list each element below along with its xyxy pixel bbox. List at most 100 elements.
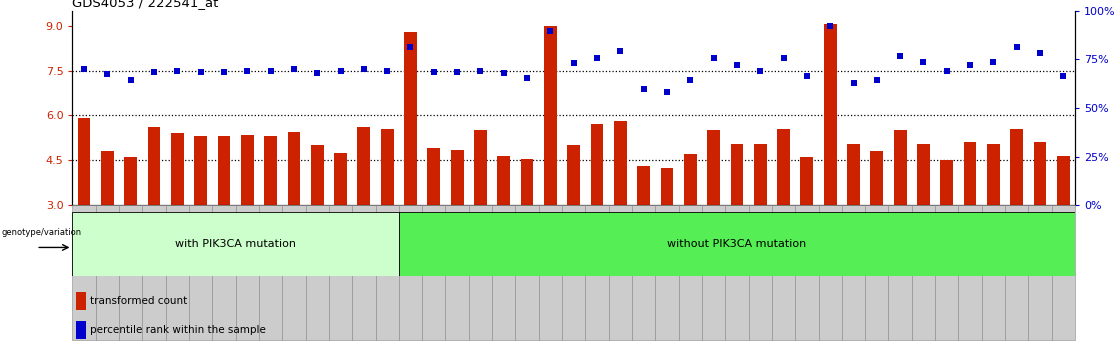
Point xyxy=(798,73,815,79)
Bar xyxy=(1034,142,1046,205)
Bar xyxy=(632,205,655,340)
Bar xyxy=(78,119,90,205)
Bar xyxy=(935,205,958,340)
Text: GSM547796: GSM547796 xyxy=(849,212,858,254)
Point xyxy=(518,75,536,81)
Point xyxy=(471,68,489,73)
Bar xyxy=(731,144,743,205)
Text: percentile rank within the sample: percentile rank within the sample xyxy=(90,325,266,335)
Point xyxy=(891,53,909,59)
Text: GSM547791: GSM547791 xyxy=(779,212,788,254)
Bar xyxy=(940,160,954,205)
Text: GSM547804: GSM547804 xyxy=(989,212,998,254)
Bar xyxy=(119,205,143,340)
Text: GSM547779: GSM547779 xyxy=(522,212,531,254)
Bar xyxy=(819,205,842,340)
Bar xyxy=(166,205,189,340)
Bar xyxy=(539,205,563,340)
Text: GSM547808: GSM547808 xyxy=(1036,212,1045,254)
Text: GSM547769: GSM547769 xyxy=(429,212,438,254)
Bar xyxy=(795,205,819,340)
Bar xyxy=(282,205,305,340)
Text: GSM547772: GSM547772 xyxy=(79,212,89,254)
Text: GSM547807: GSM547807 xyxy=(360,212,369,254)
Bar xyxy=(143,205,166,340)
Text: transformed count: transformed count xyxy=(90,296,187,306)
Point xyxy=(868,77,886,82)
Point xyxy=(541,28,559,34)
Point xyxy=(658,89,676,95)
Text: GSM547792: GSM547792 xyxy=(243,212,252,254)
Text: GSM547790: GSM547790 xyxy=(755,212,764,254)
Bar xyxy=(469,205,492,340)
Point xyxy=(821,23,839,28)
Bar xyxy=(516,205,539,340)
Bar xyxy=(889,205,911,340)
Text: GSM547810: GSM547810 xyxy=(1058,212,1068,254)
Bar xyxy=(241,135,254,205)
Text: GSM547768: GSM547768 xyxy=(405,212,416,254)
Text: GSM547788: GSM547788 xyxy=(710,212,719,254)
Text: GSM547800: GSM547800 xyxy=(313,212,322,254)
Bar xyxy=(707,130,720,205)
Bar xyxy=(544,25,557,205)
Text: GSM547794: GSM547794 xyxy=(266,212,275,254)
Text: GSM547789: GSM547789 xyxy=(732,212,742,254)
Bar xyxy=(358,127,370,205)
Text: GSM547783: GSM547783 xyxy=(219,212,228,254)
Bar xyxy=(72,212,399,276)
Point xyxy=(238,69,256,74)
Bar xyxy=(399,212,1075,276)
Bar xyxy=(981,205,1005,340)
Bar xyxy=(194,136,207,205)
Point xyxy=(705,55,723,61)
Bar xyxy=(778,129,790,205)
Bar xyxy=(1057,156,1069,205)
Text: GDS4053 / 222541_at: GDS4053 / 222541_at xyxy=(72,0,218,10)
Point xyxy=(495,70,512,76)
Text: GSM547805: GSM547805 xyxy=(1013,212,1022,254)
Text: GSM547781: GSM547781 xyxy=(569,212,578,254)
Text: with PIK3CA mutation: with PIK3CA mutation xyxy=(175,239,296,249)
Bar xyxy=(614,121,627,205)
Bar xyxy=(422,205,446,340)
Point xyxy=(682,77,700,82)
Point xyxy=(729,62,746,68)
Point xyxy=(75,66,92,72)
Bar xyxy=(911,205,935,340)
Text: GSM547778: GSM547778 xyxy=(196,212,205,254)
Text: GSM547801: GSM547801 xyxy=(919,212,928,254)
Bar xyxy=(170,133,184,205)
Bar xyxy=(334,153,346,205)
Bar xyxy=(1052,205,1075,340)
Text: GSM547780: GSM547780 xyxy=(546,212,555,254)
Bar xyxy=(236,205,258,340)
Point xyxy=(565,61,583,66)
Point xyxy=(612,48,629,53)
Point xyxy=(192,69,209,75)
Bar xyxy=(101,152,114,205)
Bar xyxy=(217,136,231,205)
Bar xyxy=(702,205,725,340)
Bar xyxy=(381,129,393,205)
Text: GSM547799: GSM547799 xyxy=(290,212,299,254)
Bar xyxy=(520,159,534,205)
Bar xyxy=(1028,205,1052,340)
Bar xyxy=(661,168,673,205)
Text: GSM547803: GSM547803 xyxy=(966,212,975,254)
Point xyxy=(961,62,979,68)
Bar xyxy=(608,205,632,340)
Bar xyxy=(754,144,766,205)
Bar xyxy=(475,130,487,205)
Bar xyxy=(847,144,860,205)
Text: GSM547798: GSM547798 xyxy=(896,212,905,254)
Point xyxy=(1008,44,1026,50)
Bar xyxy=(147,127,160,205)
Bar xyxy=(287,132,301,205)
Point xyxy=(938,68,956,73)
Bar xyxy=(1010,129,1023,205)
Text: GSM547774: GSM547774 xyxy=(126,212,135,254)
Bar xyxy=(725,205,749,340)
Text: GSM547776: GSM547776 xyxy=(499,212,508,254)
Text: GSM547797: GSM547797 xyxy=(872,212,881,254)
